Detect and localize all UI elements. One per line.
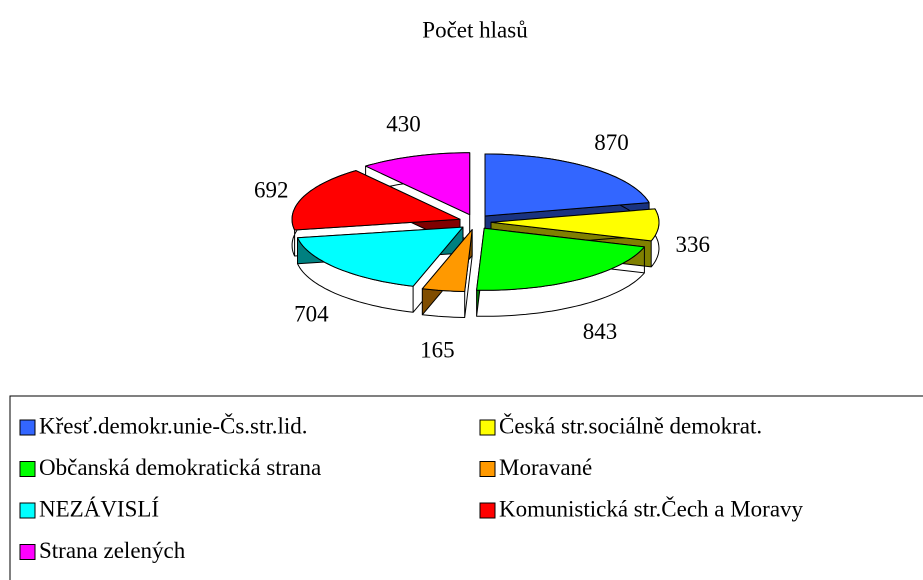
legend-label: Strana zelených <box>39 538 186 563</box>
legend-label: Česká str.sociálně demokrat. <box>499 412 762 438</box>
legend-swatch <box>19 544 36 560</box>
legend-swatch <box>19 461 36 477</box>
slice-top <box>484 153 650 217</box>
slice <box>476 227 645 317</box>
chart-title: Počet hlasů <box>422 17 528 42</box>
data-label: 843 <box>583 319 618 344</box>
slice <box>421 229 473 318</box>
data-label: 870 <box>594 130 629 155</box>
slice-top <box>365 152 471 216</box>
data-label: 692 <box>254 177 289 202</box>
legend-label: Křesť.demokr.unie-Čs.str.lid. <box>39 412 308 438</box>
legend-label: Komunistická str.Čech a Moravy <box>499 495 804 521</box>
slice-top <box>476 227 645 291</box>
slice-top <box>490 208 660 242</box>
data-label: 704 <box>294 301 329 326</box>
legend-label: Moravané <box>499 455 592 480</box>
data-label: 430 <box>386 111 421 136</box>
legend-swatch <box>479 419 496 436</box>
slice <box>365 152 471 242</box>
slice-top <box>291 170 461 231</box>
legend-swatch <box>479 461 496 477</box>
slice <box>291 170 461 257</box>
legend-label: NEZÁVISLÍ <box>39 496 159 521</box>
data-label: 336 <box>676 232 711 257</box>
legend-swatch <box>479 502 496 519</box>
slice-top <box>421 229 473 292</box>
data-label: 165 <box>420 338 455 363</box>
legend-swatch <box>19 419 36 436</box>
legend-box <box>9 395 923 580</box>
legend-swatch <box>19 502 36 519</box>
legend-label: Občanská demokratická strana <box>39 455 321 480</box>
slice <box>297 226 464 313</box>
slice-top <box>297 226 464 287</box>
